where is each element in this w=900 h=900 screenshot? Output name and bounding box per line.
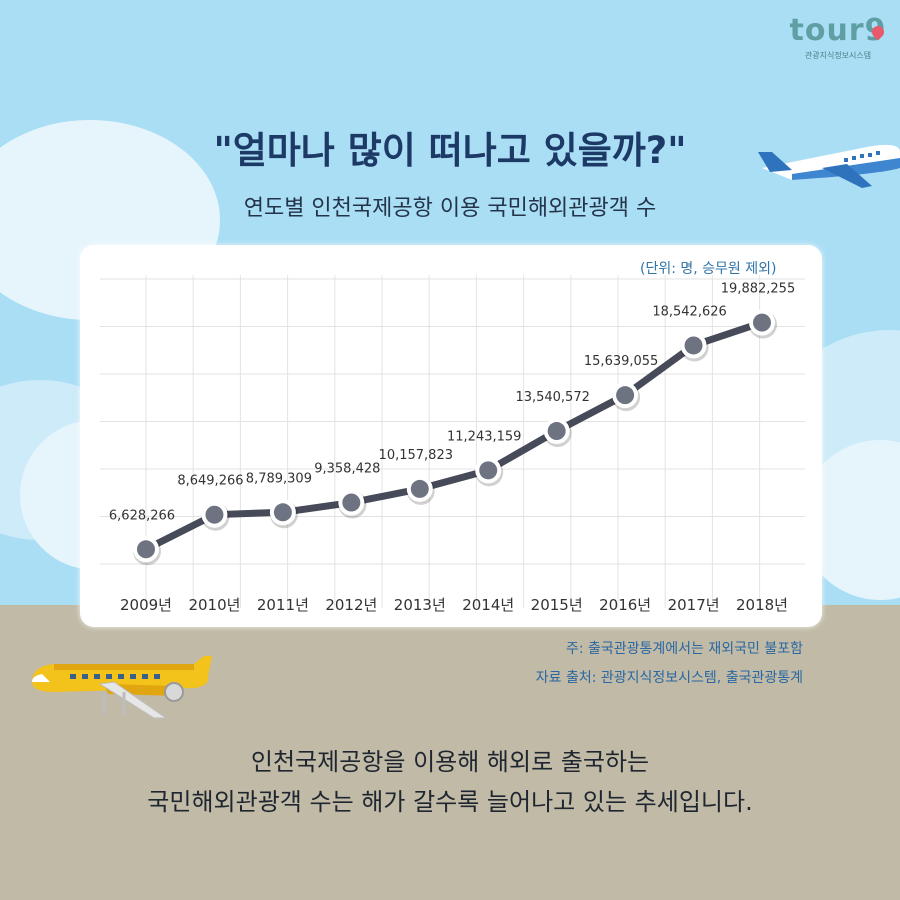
data-point	[753, 313, 771, 332]
data-label: 9,358,428	[314, 462, 380, 477]
data-label: 10,157,823	[379, 448, 453, 463]
logo-caption: 관광지식정보시스템	[804, 51, 872, 60]
data-label: 18,542,626	[652, 304, 726, 319]
source-note: 자료 출처: 관광지식정보시스템, 출국관광통계	[535, 670, 803, 686]
x-tick-label: 2013년	[394, 596, 446, 614]
x-tick-label: 2015년	[531, 596, 583, 614]
chart-title: 연도별 인천국제공항 이용 국민해외관광객 수	[243, 196, 657, 221]
data-label: 13,540,572	[515, 390, 589, 405]
data-point	[137, 540, 155, 559]
headline: "얼마나 많이 떠나고 있을까?"	[213, 129, 687, 172]
data-point	[479, 461, 498, 480]
ground-background	[0, 605, 900, 900]
data-label: 19,882,255	[721, 282, 795, 297]
x-tick-label: 2012년	[325, 596, 377, 614]
footnote: 주: 출국관광통계에서는 재외국민 불포함	[565, 641, 803, 657]
data-label: 6,628,266	[109, 508, 175, 523]
data-point	[205, 505, 224, 524]
data-point	[684, 336, 703, 355]
series-line	[142, 319, 766, 553]
summary-line-2: 국민해외관광객 수는 해가 갈수록 늘어나고 있는 추세입니다.	[147, 788, 753, 816]
data-label: 15,639,055	[584, 354, 658, 369]
data-point	[616, 386, 635, 405]
data-point	[410, 479, 429, 498]
unit-note: (단위: 명, 승무원 제외)	[640, 261, 777, 277]
x-tick-label: 2017년	[668, 596, 720, 614]
yellow-airplane-icon	[32, 656, 212, 719]
data-point	[342, 493, 361, 512]
x-tick-label: 2018년	[736, 596, 788, 614]
x-tick-label: 2010년	[188, 596, 240, 614]
summary-line-1: 인천국제공항을 이용해 해외로 출국하는	[250, 748, 650, 776]
x-tick-label: 2009년	[120, 596, 172, 614]
data-point	[273, 503, 292, 522]
data-label: 8,789,309	[246, 471, 312, 486]
blue-airplane-icon	[758, 144, 900, 188]
x-tick-label: 2016년	[599, 596, 651, 614]
logo-mark: tour9	[789, 13, 887, 48]
data-label: 11,243,159	[447, 429, 521, 444]
logo: tour9 관광지식정보시스템	[788, 14, 888, 74]
x-tick-label: 2011년	[257, 596, 309, 614]
data-label: 8,649,266	[177, 474, 243, 489]
data-point	[547, 422, 566, 441]
x-tick-label: 2014년	[462, 596, 514, 614]
chart-panel	[80, 245, 822, 627]
